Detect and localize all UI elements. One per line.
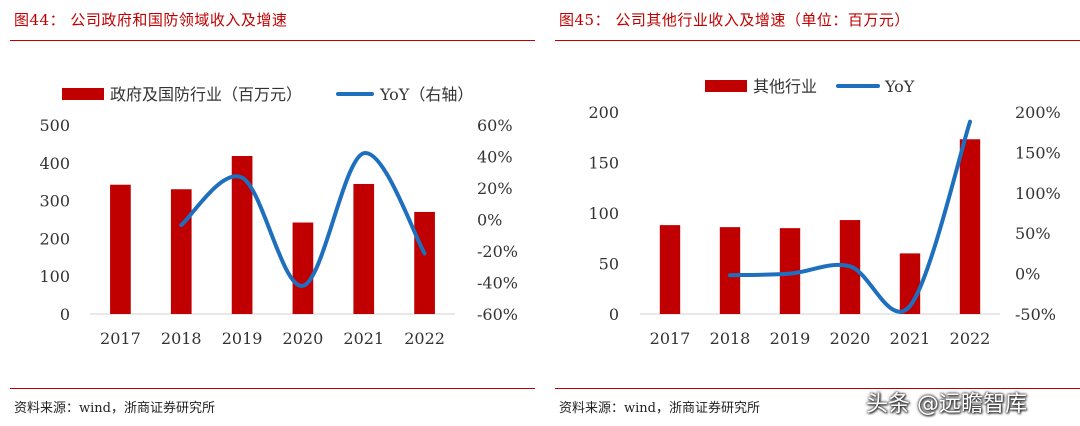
bar	[353, 183, 375, 314]
x-tick-label: 2017	[100, 329, 141, 348]
x-tick-label: 2019	[770, 329, 811, 348]
y-right-tick-label: -20%	[477, 242, 518, 261]
bar	[659, 225, 681, 314]
y-left-tick-label: 50	[599, 255, 619, 274]
y-right-tick-label: -40%	[477, 274, 518, 293]
bar	[414, 211, 435, 314]
x-tick-label: 2022	[950, 329, 991, 348]
bar	[779, 228, 801, 314]
bar	[231, 155, 253, 314]
figure-title: 图45： 公司其他行业收入及增速（单位：百万元）	[559, 11, 910, 29]
y-right-tick-label: 40%	[477, 148, 513, 167]
x-tick-label: 2018	[161, 329, 202, 348]
figure-title: 图44： 公司政府和国防领域收入及增速	[14, 11, 288, 29]
title-divider	[555, 40, 1080, 41]
yoy-line	[728, 119, 972, 314]
bar	[719, 227, 741, 314]
source-note: 资料来源：wind，浙商证券研究所	[14, 401, 215, 416]
y-left-tick-label: 100	[39, 267, 70, 286]
y-right-tick-label: 50%	[1015, 224, 1051, 243]
legend-swatch-bar	[705, 80, 747, 92]
bar	[110, 184, 131, 314]
bar	[292, 222, 314, 314]
y-right-tick-label: 200%	[1015, 103, 1061, 122]
x-tick-label: 2021	[890, 329, 931, 348]
x-tick-label: 2017	[650, 329, 691, 348]
x-tick-label: 2019	[222, 329, 263, 348]
y-right-tick-label: 20%	[477, 179, 513, 198]
y-right-tick-label: 60%	[477, 116, 513, 135]
title-divider	[10, 40, 535, 41]
y-right-tick-label: -60%	[477, 305, 518, 324]
y-left-tick-label: 400	[39, 154, 70, 173]
y-right-tick-label: 0%	[477, 211, 502, 230]
source-note: 资料来源：wind，浙商证券研究所	[559, 401, 760, 416]
y-right-tick-label: 100%	[1015, 184, 1061, 203]
y-left-tick-label: 300	[39, 192, 70, 211]
legend-swatch-bar	[62, 88, 104, 100]
x-tick-label: 2021	[343, 329, 384, 348]
x-tick-label: 2022	[404, 329, 445, 348]
legend-label-line: YoY（右轴）	[379, 85, 473, 104]
y-left-tick-label: 200	[39, 229, 70, 248]
legend-label-bar: 政府及国防行业（百万元）	[110, 85, 302, 104]
y-left-tick-label: 500	[39, 116, 70, 135]
watermark: 头条 @远瞻智库	[866, 392, 1027, 417]
y-left-tick-label: 0	[60, 305, 70, 324]
y-right-tick-label: -50%	[1015, 305, 1056, 324]
figure-45-chart: 其他行业 YoY 0 50 100 150 200 -50% 0% 50% 100% 150% 200%…	[588, 77, 1061, 348]
x-tick-label: 2020	[830, 329, 871, 348]
y-right-tick-label: 150%	[1015, 143, 1061, 162]
bar	[959, 139, 981, 314]
y-left-tick-label: 100	[588, 204, 619, 223]
figure-45-panel: 图45： 公司其他行业收入及增速（单位：百万元） 其他行业 YoY 0 50 100 15…	[545, 0, 1080, 426]
bar	[170, 189, 192, 314]
figure-44-panel: 图44： 公司政府和国防领域收入及增速 政府及国防行业（百万元） YoY（右轴） 0…	[0, 0, 535, 426]
y-left-tick-label: 150	[588, 154, 619, 173]
source-divider	[555, 388, 1080, 389]
source-divider	[10, 388, 535, 389]
y-right-tick-label: 0%	[1015, 265, 1040, 284]
y-left-tick-label: 200	[588, 103, 619, 122]
x-tick-label: 2020	[283, 329, 324, 348]
legend-label-bar: 其他行业	[753, 77, 817, 96]
x-tick-label: 2018	[710, 329, 751, 348]
figure-44-chart: 政府及国防行业（百万元） YoY（右轴） 0 100 200 300 400 500 -60% -…	[39, 85, 518, 348]
legend-label-line: YoY	[884, 77, 915, 96]
y-left-tick-label: 0	[609, 305, 619, 324]
